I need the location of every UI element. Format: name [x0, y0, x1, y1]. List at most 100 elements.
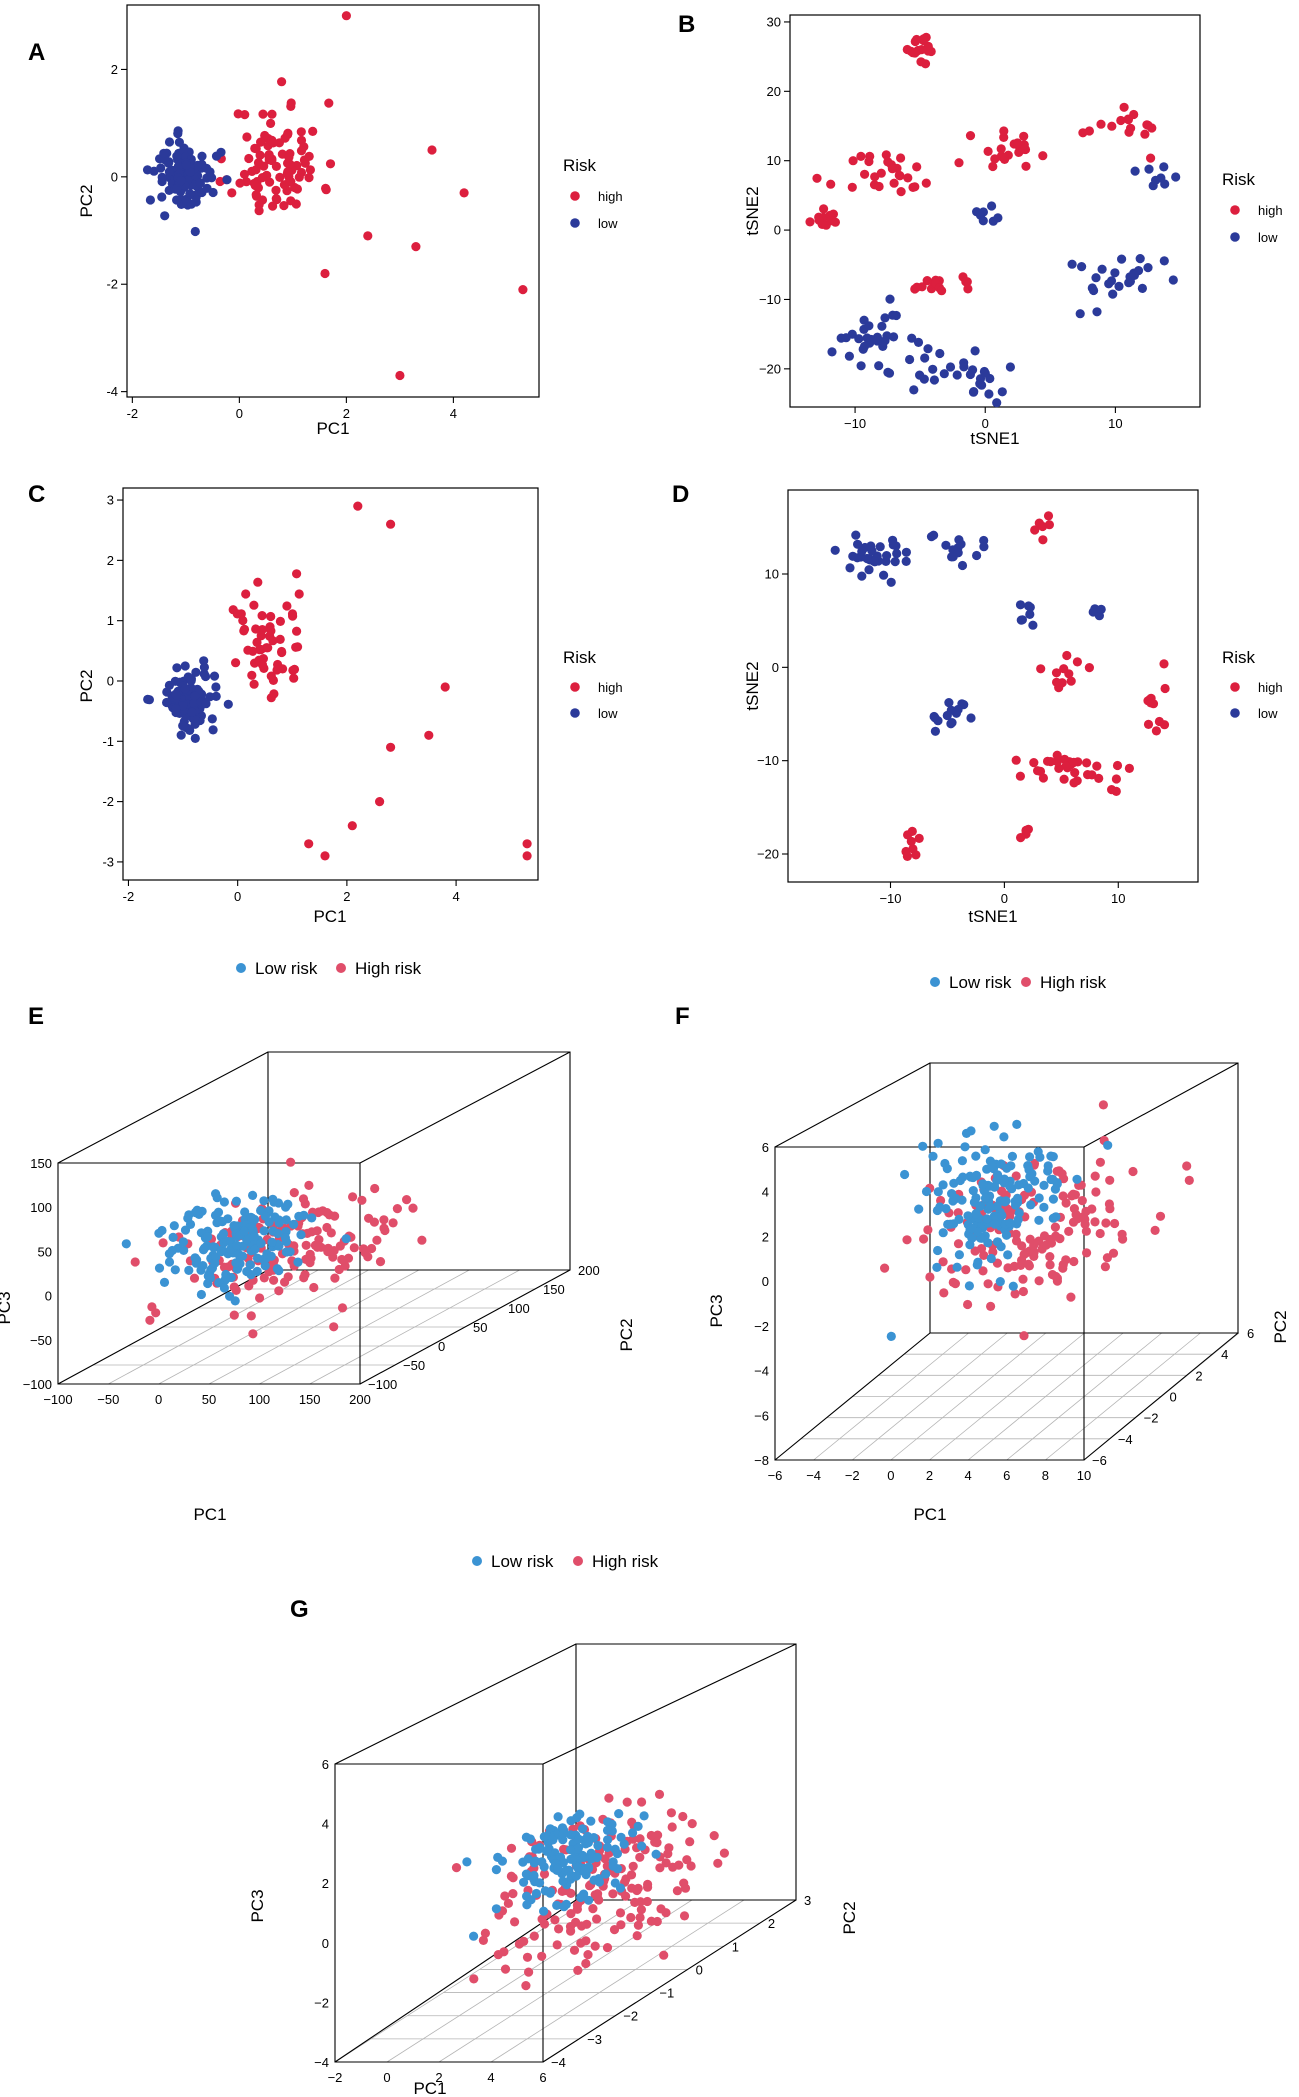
- data-point-high-risk: [451, 1863, 462, 1873]
- y-tick-label-b: −20: [759, 361, 781, 376]
- y-tick-label-e: 200: [578, 1263, 600, 1278]
- data-point-high: [988, 161, 998, 172]
- data-point-high-risk: [1010, 1289, 1020, 1299]
- legend-row-ef: Low risk High risk: [472, 1552, 659, 1571]
- data-point-high: [1116, 115, 1126, 126]
- data-point-high-risk: [500, 1891, 510, 1901]
- x-tick-label-d: 0: [1001, 891, 1008, 906]
- data-point-low-risk: [159, 1277, 170, 1287]
- data-point-low-risk: [967, 1223, 977, 1233]
- data-point-high: [231, 658, 241, 668]
- data-point-low: [1097, 264, 1107, 274]
- data-point-low-risk: [957, 1156, 968, 1166]
- data-point-high: [912, 282, 922, 292]
- legend-high-marker-b: [1230, 205, 1240, 215]
- data-point-high: [282, 601, 292, 611]
- data-point-high: [812, 173, 822, 183]
- data-point-low: [915, 370, 925, 380]
- data-point-high: [864, 156, 874, 167]
- data-point-high: [819, 204, 829, 214]
- panel-label-b: B: [678, 11, 695, 38]
- data-point-high: [901, 846, 911, 857]
- data-point-high: [1143, 719, 1154, 730]
- data-point-low-risk: [586, 1816, 596, 1826]
- data-point-high: [242, 132, 252, 142]
- data-point-low-risk: [164, 1249, 174, 1259]
- data-point-low-risk: [203, 1232, 213, 1242]
- data-point-high-risk: [592, 1914, 602, 1924]
- data-point-high: [427, 145, 437, 155]
- data-point-low: [854, 334, 864, 344]
- data-point-low: [180, 661, 190, 671]
- data-point-low-risk: [935, 1202, 945, 1212]
- data-point-low: [959, 362, 969, 372]
- data-point-low: [980, 368, 990, 378]
- data-point-low: [879, 570, 889, 580]
- data-point-high-risk: [588, 1904, 598, 1914]
- data-point-low: [1135, 254, 1145, 264]
- data-point-high: [1082, 758, 1092, 768]
- data-point-high: [268, 636, 278, 646]
- data-point-high: [922, 276, 932, 286]
- data-point-low: [208, 725, 218, 735]
- data-point-high: [1029, 758, 1039, 768]
- x-tick-label-d: 10: [1111, 891, 1125, 906]
- data-point-high: [272, 665, 282, 675]
- data-point-low-risk: [231, 1196, 241, 1206]
- data-point-high-risk: [130, 1257, 140, 1267]
- data-point-low: [1137, 283, 1147, 293]
- data-point-high-risk: [687, 1819, 697, 1829]
- data-point-high-risk: [408, 1203, 418, 1213]
- data-point-high-risk: [503, 1898, 513, 1908]
- legend-low-label-b: low: [1258, 230, 1278, 245]
- data-point-low-risk: [1039, 1180, 1049, 1190]
- data-point-high-risk: [622, 1797, 632, 1807]
- data-point-low-risk: [566, 1816, 576, 1826]
- points-b: [805, 32, 1181, 408]
- data-point-high-risk: [655, 1863, 665, 1873]
- data-point-low-risk: [237, 1251, 248, 1261]
- legend-high-marker-c: [570, 682, 580, 692]
- data-point-low-risk: [168, 1232, 178, 1242]
- data-point-low-risk: [971, 1151, 981, 1161]
- x-tick-label-a: 0: [236, 406, 243, 421]
- data-point-low-risk: [1039, 1202, 1049, 1212]
- legend-row-cd-right: Low risk High risk: [930, 973, 1107, 992]
- data-point-low: [1129, 270, 1139, 280]
- data-point-low-risk: [121, 1239, 131, 1249]
- data-point-low-risk: [958, 1172, 968, 1182]
- y-axis-label-d: tSNE2: [743, 661, 762, 710]
- data-point-high: [243, 645, 253, 655]
- y-tick-label-c: -2: [102, 794, 114, 809]
- data-point-high-risk: [626, 1870, 637, 1880]
- y-ticks-g: −4 −3 −2 −1 0 1 2 3: [551, 1893, 811, 2070]
- data-point-high: [1051, 668, 1062, 678]
- data-point-low: [944, 698, 954, 708]
- z-tick-label-g: −4: [314, 2055, 329, 2070]
- data-point-high-risk: [630, 1897, 640, 1907]
- z-tick-label-f: −6: [754, 1408, 769, 1423]
- x-tick-label-f: −4: [806, 1468, 821, 1483]
- data-point-high-risk: [301, 1240, 311, 1250]
- y-ticks-e: −100 −50 0 50 100 150 200: [368, 1263, 600, 1392]
- data-point-low-risk: [577, 1852, 587, 1862]
- data-point-low: [195, 178, 205, 188]
- data-point-low: [1096, 604, 1106, 615]
- data-point-low-risk: [252, 1253, 263, 1263]
- data-point-high-risk: [709, 1831, 719, 1841]
- data-point-high-risk: [519, 1936, 529, 1946]
- data-point-high-risk: [1104, 1199, 1114, 1209]
- legend-high-marker-d: [1230, 682, 1240, 692]
- data-point-high: [1159, 659, 1169, 669]
- data-point-low-risk: [612, 1849, 623, 1859]
- data-point-low: [841, 333, 851, 343]
- z-tick-label-g: 2: [322, 1876, 329, 1891]
- data-point-high-risk: [559, 1844, 569, 1854]
- data-point-low-risk: [212, 1193, 222, 1203]
- data-point-high: [921, 178, 931, 188]
- data-point-low-risk: [1026, 1200, 1036, 1210]
- data-point-low-risk: [651, 1849, 661, 1859]
- y-tick-label-d: −20: [757, 847, 779, 862]
- floor-grid-g: [334, 1899, 797, 2063]
- data-point-low-risk: [601, 1869, 611, 1879]
